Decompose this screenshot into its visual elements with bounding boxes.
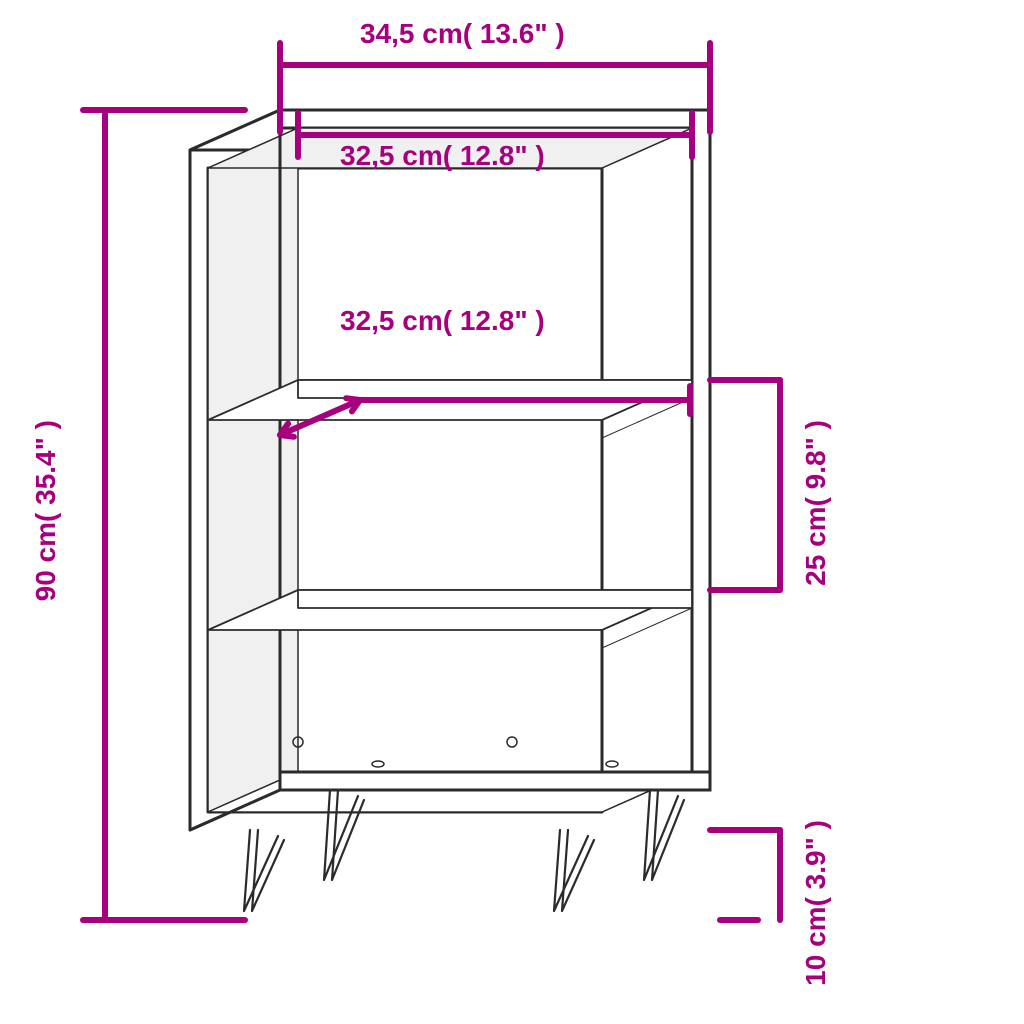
- dim-label-overall-height: 90 cm( 35.4" ): [30, 420, 62, 601]
- dim-label-overall-width: 34,5 cm( 13.6" ): [360, 18, 565, 50]
- dim-label-inner-width: 32,5 cm( 12.8" ): [340, 140, 545, 172]
- diagram-stage: 34,5 cm( 13.6" ) 32,5 cm( 12.8" ) 32,5 c…: [0, 0, 1024, 1024]
- dim-label-depth: 32,5 cm( 12.8" ): [340, 305, 545, 337]
- dim-label-shelf-gap: 25 cm( 9.8" ): [800, 420, 832, 586]
- dim-label-leg-height: 10 cm( 3.9" ): [800, 820, 832, 986]
